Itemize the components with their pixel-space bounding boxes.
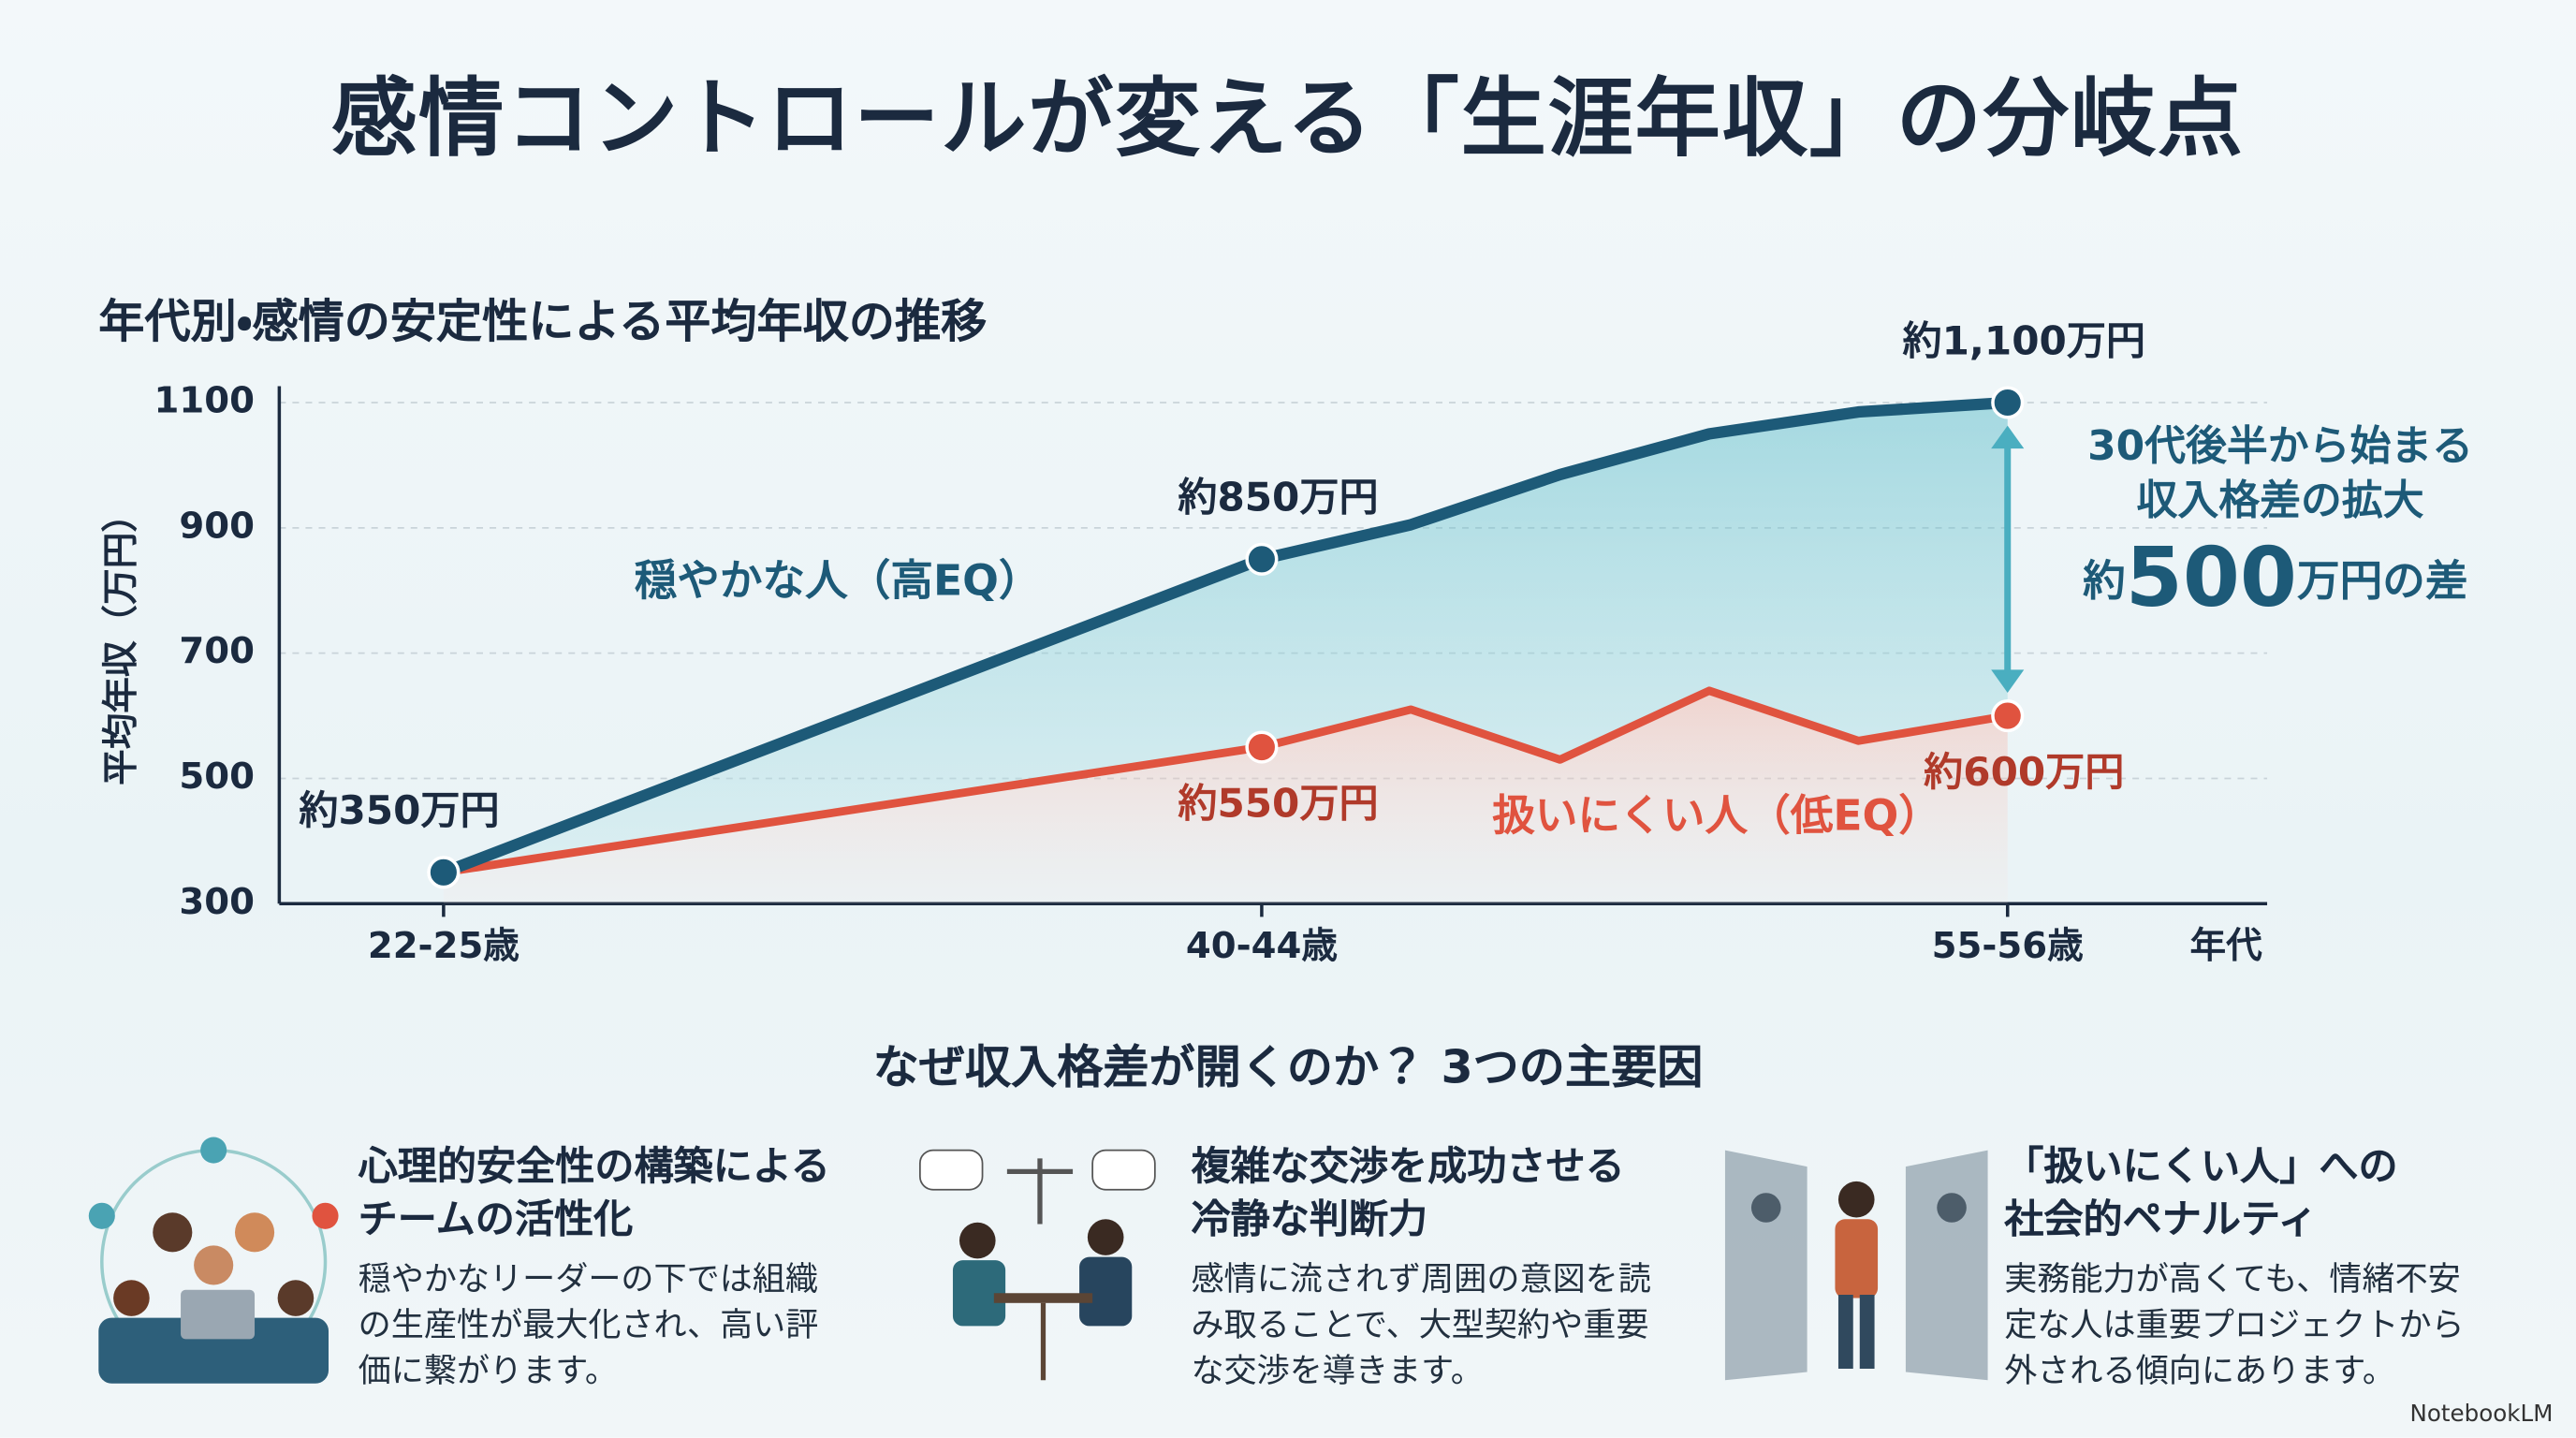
y-tick-label: 900 — [179, 505, 255, 547]
x-tick-label: 55-56歳 — [1932, 925, 2084, 967]
team-illustration — [88, 1137, 339, 1384]
factor-title: チームの活性化 — [358, 1196, 634, 1242]
y-tick-label: 700 — [179, 630, 255, 672]
series-label: 穏やかな人（高EQ） — [635, 556, 1042, 606]
data-point — [1245, 730, 1279, 764]
factor: 複雑な交渉を成功させる 冷静な判断力 感情に流されず周囲の意図を読み取ることで、… — [1191, 1140, 1659, 1393]
factor-title: 社会的ペナルティ — [2004, 1196, 2318, 1242]
series-label: 扱いにくい人（低EQ） — [1492, 791, 1941, 841]
x-tick-label: 40-44歳 — [1186, 925, 1338, 967]
low-area — [443, 690, 2008, 904]
isolation-illustration — [1724, 1150, 1988, 1381]
factors-heading: なぜ収入格差が開くのか？ 3つの主要因 — [872, 1039, 1704, 1094]
factor-body: 穏やかなリーダーの下では組織の生産性が最大化され、高い評価に繋がります。 — [358, 1258, 819, 1390]
data-label: 約600万円 — [1924, 749, 2124, 795]
factor-title: 「扱いにくい人」への — [2004, 1143, 2398, 1190]
data-point — [427, 856, 461, 889]
annotation: 収入格差の拡大 — [2137, 477, 2424, 524]
data-point — [1991, 386, 2025, 419]
annotation-part: 万円の差 — [2297, 556, 2468, 606]
y-tick-label: 1100 — [154, 379, 255, 421]
negotiation-illustration — [918, 1149, 1156, 1381]
factor-title: 心理的安全性の構築による — [358, 1143, 830, 1190]
y-tick-label: 300 — [179, 881, 255, 923]
factor-title: 冷静な判断力 — [1191, 1196, 1428, 1242]
data-label: 約350万円 — [299, 787, 499, 833]
x-tick-label: 22-25歳 — [368, 925, 520, 967]
y-axis-label: 平均年収（万円） — [100, 496, 142, 785]
data-point — [1991, 699, 2025, 733]
factor-title: 複雑な交渉を成功させる — [1191, 1143, 1625, 1190]
gap-area — [443, 402, 2008, 873]
data-label: 約550万円 — [1178, 781, 1378, 827]
factor: 心理的安全性の構築による チームの活性化 穏やかなリーダーの下では組織の生産性が… — [359, 1140, 830, 1393]
arrow-head — [1991, 669, 2025, 693]
y-tick-label: 500 — [179, 756, 255, 798]
factor-body: 実務能力が高くても、情緒不安定な人は重要プロジェクトから外される傾向にあります。 — [2004, 1258, 2465, 1390]
chart: 300 500 700 900 1100 平均年収（万円） 年代 22-25歳 40-44歳 55… — [100, 317, 2473, 967]
annotation-highlight: 約500万円の差 — [2083, 530, 2467, 625]
x-axis-label: 年代 — [2190, 925, 2263, 967]
data-label: 約1,100万円 — [1903, 317, 2146, 363]
data-point — [1245, 542, 1279, 576]
annotation: 30代後半から始まる — [2087, 422, 2473, 470]
factor-body: 感情に流されず周囲の意図を読み取ることで、大型契約や重要な交渉を導きます。 — [1191, 1258, 1651, 1390]
arrow-head — [1991, 425, 2025, 449]
page-title: 感情コントロールが変える「生涯年収」の分岐点 — [331, 70, 2245, 169]
factor: 「扱いにくい人」への 社会的ペナルティ 実務能力が高くても、情緒不安定な人は重要… — [2004, 1140, 2472, 1393]
data-label: 約850万円 — [1178, 475, 1378, 521]
brand: NotebookLM — [2409, 1401, 2554, 1429]
chart-title: 年代別・感情の安定性による平均年収の推移 — [98, 294, 988, 349]
annotation-part: 500 — [2126, 530, 2297, 625]
annotation-part: 約 — [2083, 556, 2126, 606]
